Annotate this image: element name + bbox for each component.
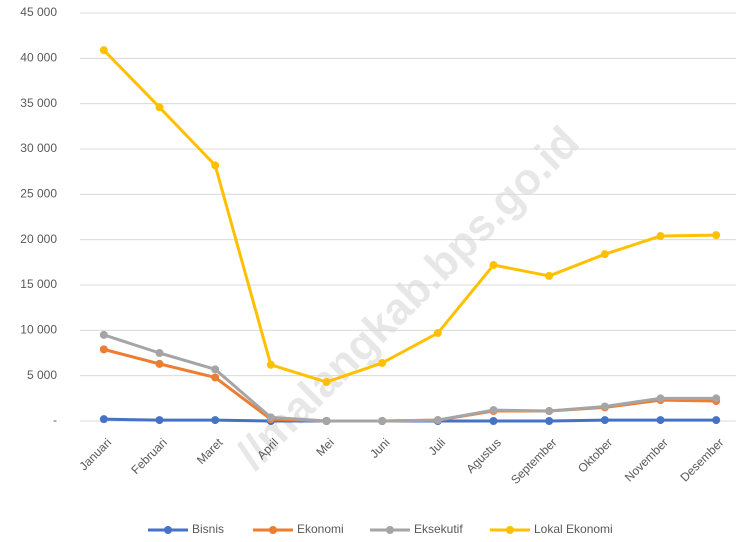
y-tick-label: 5 000 bbox=[27, 368, 57, 382]
data-point bbox=[378, 359, 386, 367]
y-tick-label: 45 000 bbox=[20, 5, 57, 19]
series-line bbox=[104, 50, 716, 382]
data-point bbox=[211, 416, 219, 424]
legend-label: Ekonomi bbox=[297, 522, 344, 536]
data-point bbox=[601, 402, 609, 410]
data-point bbox=[100, 345, 108, 353]
data-point bbox=[545, 407, 553, 415]
legend-marker bbox=[386, 526, 394, 534]
data-point bbox=[712, 394, 720, 402]
x-tick-label: September bbox=[508, 435, 559, 486]
legend-marker bbox=[269, 526, 277, 534]
legend-label: Bisnis bbox=[192, 522, 224, 536]
data-point bbox=[378, 417, 386, 425]
x-tick-label: Agustus bbox=[463, 435, 504, 476]
data-point bbox=[434, 416, 442, 424]
data-point bbox=[267, 361, 275, 369]
chart: //malangkab.bps.go.id - 5 000 10 000 15 000… bbox=[0, 0, 738, 542]
x-tick-label: Desember bbox=[677, 435, 726, 484]
y-tick-label: 40 000 bbox=[20, 51, 57, 65]
data-point bbox=[323, 378, 331, 386]
data-point bbox=[657, 394, 665, 402]
data-point bbox=[490, 261, 498, 269]
data-point bbox=[156, 103, 164, 111]
x-tick-label: November bbox=[622, 435, 671, 484]
data-point bbox=[712, 416, 720, 424]
x-tick-label: Juli bbox=[426, 435, 449, 458]
x-tick-label: Maret bbox=[194, 435, 226, 467]
data-point bbox=[657, 416, 665, 424]
data-point bbox=[545, 272, 553, 280]
x-tick-label: Juni bbox=[367, 435, 392, 460]
data-point bbox=[490, 406, 498, 414]
data-point bbox=[100, 46, 108, 54]
data-point bbox=[490, 417, 498, 425]
x-tick-label: Oktober bbox=[575, 435, 615, 475]
legend-label: Eksekutif bbox=[414, 522, 463, 536]
y-tick-label: 15 000 bbox=[20, 277, 57, 291]
y-tick-label: 35 000 bbox=[20, 96, 57, 110]
data-point bbox=[267, 413, 275, 421]
legend-label: Lokal Ekonomi bbox=[534, 522, 613, 536]
data-point bbox=[657, 232, 665, 240]
series-line bbox=[104, 349, 716, 421]
y-tick-label: - bbox=[53, 413, 57, 427]
y-tick-label: 20 000 bbox=[20, 232, 57, 246]
x-tick-label: Januari bbox=[76, 435, 114, 473]
data-point bbox=[211, 161, 219, 169]
x-tick-label: Februari bbox=[128, 435, 169, 476]
data-point bbox=[211, 373, 219, 381]
data-point bbox=[156, 416, 164, 424]
data-point bbox=[323, 417, 331, 425]
x-tick-label: Mei bbox=[313, 435, 337, 459]
data-point bbox=[601, 416, 609, 424]
y-tick-label: 30 000 bbox=[20, 141, 57, 155]
data-point bbox=[545, 417, 553, 425]
data-point bbox=[100, 331, 108, 339]
data-point bbox=[601, 250, 609, 258]
y-tick-label: 10 000 bbox=[20, 323, 57, 337]
data-point bbox=[100, 415, 108, 423]
data-point bbox=[434, 329, 442, 337]
data-point bbox=[211, 365, 219, 373]
y-tick-label: 25 000 bbox=[20, 187, 57, 201]
data-point bbox=[156, 349, 164, 357]
data-point bbox=[156, 360, 164, 368]
legend-marker bbox=[164, 526, 172, 534]
watermark: //malangkab.bps.go.id bbox=[227, 117, 588, 478]
legend-marker bbox=[506, 526, 514, 534]
data-point bbox=[712, 231, 720, 239]
